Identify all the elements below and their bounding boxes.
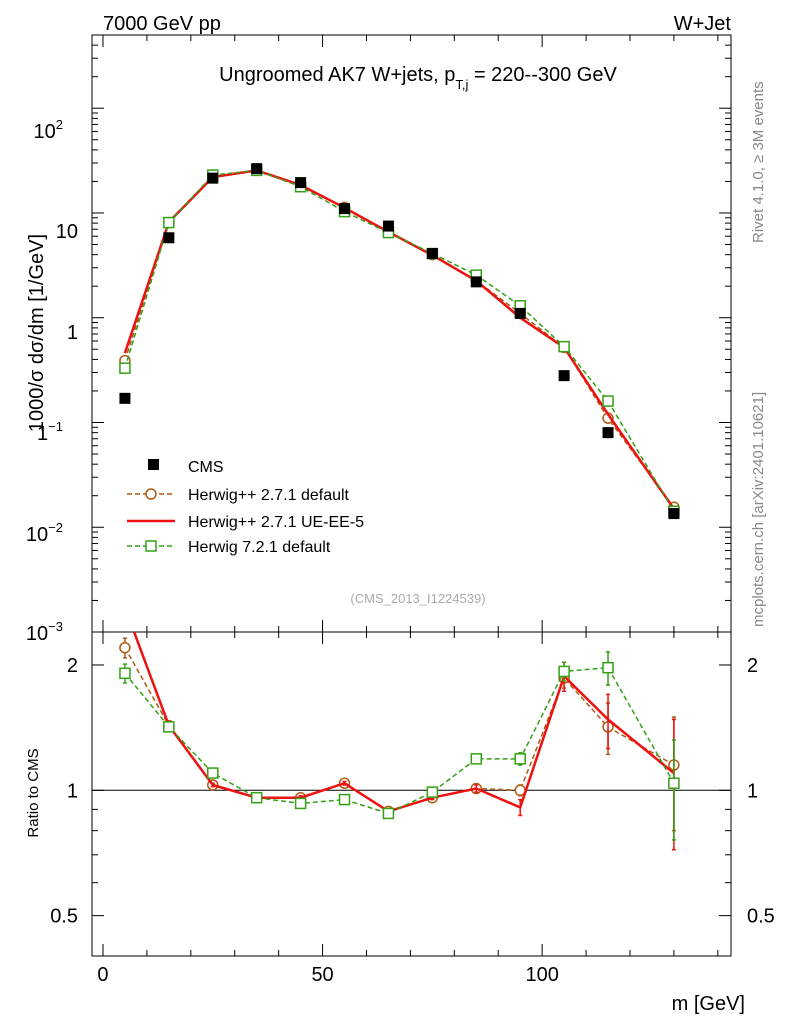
ratio-herwig7-point	[207, 767, 219, 779]
ratio-plot-frame	[91, 631, 732, 957]
x-axis-title: m [GeV]	[672, 993, 745, 1015]
ratio-herwigpp-default-point	[119, 641, 131, 654]
ratio-panel-series	[119, 631, 680, 851]
main-axis-ticks	[92, 34, 731, 633]
y-tick-label-0.01: 10−2	[26, 520, 63, 546]
ratio-herwigpp-ueee5-line	[132, 631, 675, 813]
header-right: W+Jet	[674, 13, 732, 35]
ratio-y-tick-label-right: 0.5	[747, 906, 775, 928]
herwig7-point	[119, 362, 131, 374]
ratio-herwig7-point	[250, 791, 263, 804]
ratio-y-tick-label-left: 0.5	[50, 906, 78, 928]
legend-label-herwig7: Herwig 7.2.1 default	[188, 539, 331, 556]
cms-data-point	[251, 163, 263, 175]
ratio-herwig7-point	[382, 807, 395, 820]
cms-data-point	[470, 276, 482, 288]
cms-data-point	[382, 220, 394, 232]
ratio-herwig7-point	[514, 753, 526, 765]
cms-data-point	[119, 392, 131, 404]
main-panel-series	[119, 163, 680, 520]
x-tick-label: 0	[97, 964, 108, 986]
legend-label-cms: CMS	[188, 459, 224, 476]
ratio-y-axis-title: Ratio to CMS	[25, 748, 42, 837]
ratio-herwig7-point	[294, 797, 307, 810]
legend-marker-herwig7	[145, 540, 157, 552]
mcplots-label: mcplots.cern.ch [arXiv:2401.10621]	[750, 392, 767, 627]
cms-data-point	[295, 177, 307, 189]
x-tick-labels: 0 50 100	[97, 964, 558, 986]
ratio-y-tick-label-left: 2	[67, 655, 78, 677]
x-tick-label: 100	[525, 964, 558, 986]
ratio-herwig7-point	[426, 786, 439, 798]
ratio-herwig7-point	[602, 661, 614, 674]
cms-data-point	[514, 307, 526, 319]
ratio-herwig7-point	[119, 667, 131, 680]
y-tick-label-10: 10	[56, 221, 78, 243]
legend-label-herwigpp-default: Herwig++ 2.7.1 default	[188, 487, 350, 504]
ratio-y-tick-label-right: 1	[747, 780, 758, 802]
y-tick-label-0.001: 10−3	[26, 619, 63, 645]
ratio-y-tick-labels: 0.5 0.5 1 1 2 2	[50, 655, 775, 928]
ratio-herwig7-point	[558, 665, 570, 678]
y-tick-label-0.1: 1−1	[37, 419, 63, 445]
ratio-herwigpp-default-line	[124, 647, 675, 813]
cms-data-point	[668, 508, 680, 520]
plot-title: Ungroomed AK7 W+jets, pT,j = 220--300 Ge…	[219, 64, 617, 92]
herwig7-point	[602, 395, 614, 407]
legend-marker-herwigpp-default	[145, 488, 157, 500]
cms-data-point	[163, 232, 175, 244]
legend-marker-cms	[148, 459, 159, 470]
herwig7-point	[558, 340, 570, 353]
cms-data-point	[339, 203, 351, 215]
analysis-id-label: (CMS_2013_I1224539)	[350, 591, 485, 606]
herwig7-point	[163, 216, 175, 229]
ratio-herwig7-point	[163, 721, 175, 733]
cms-data-point	[558, 370, 570, 382]
y-tick-label-100: 102	[34, 117, 63, 143]
ratio-herwig7-line	[124, 666, 675, 815]
ratio-herwig7-point	[668, 777, 680, 789]
header-left: 7000 GeV pp	[103, 13, 221, 35]
ratio-y-tick-label-right: 2	[747, 655, 758, 677]
ratio-herwig7-point	[338, 793, 351, 806]
herwigpp-default-line	[124, 169, 675, 508]
main-y-axis-title: 1000/σ dσ/dm [1/GeV]	[26, 234, 48, 432]
ratio-y-tick-label-left: 1	[67, 780, 78, 802]
y-tick-label-1: 1	[67, 322, 78, 344]
ratio-herwig7-point	[470, 753, 483, 765]
cms-data-point	[207, 172, 219, 184]
ratio-axis-ticks	[92, 632, 731, 956]
x-tick-label: 50	[311, 964, 333, 986]
legend: CMS Herwig++ 2.7.1 default Herwig++ 2.7.…	[127, 459, 364, 556]
cms-data-point	[426, 248, 438, 260]
legend-label-herwigpp-ueee5: Herwig++ 2.7.1 UE-EE-5	[188, 514, 364, 531]
cms-data-point	[602, 427, 614, 439]
rivet-version-label: Rivet 4.1.0, ≥ 3M events	[750, 81, 767, 243]
